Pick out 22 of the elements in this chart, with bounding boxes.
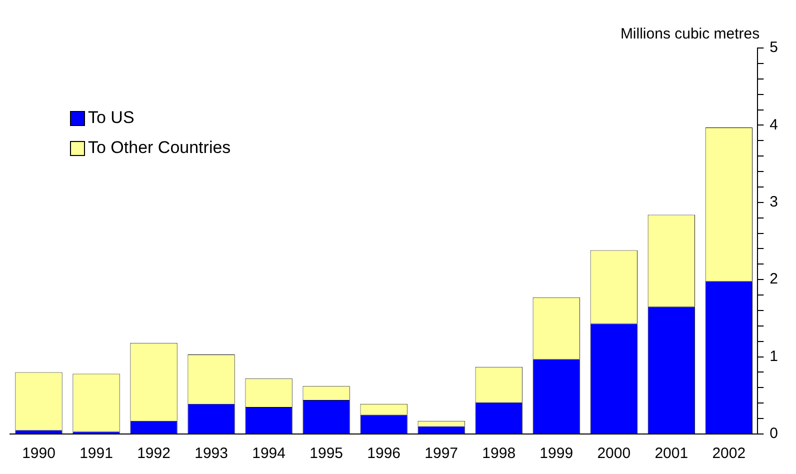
y-tick-label: 1 (770, 348, 778, 365)
legend-label: To US (88, 108, 134, 128)
x-tick-label: 1995 (310, 445, 344, 462)
x-tick-label: 1996 (367, 445, 401, 462)
y-tick-label: 2 (770, 270, 778, 288)
x-tick-label: 1994 (252, 445, 286, 462)
y-tick-label: 4 (770, 116, 778, 134)
x-tick-label: 1990 (22, 445, 56, 462)
x-tick-label: 2000 (597, 445, 631, 462)
x-tick-label: 1992 (137, 445, 170, 462)
x-tick-label: 2002 (712, 445, 746, 462)
x-tick-label: 1991 (80, 445, 113, 462)
y-tick-label: 3 (770, 194, 778, 211)
x-tick-label: 1997 (424, 445, 458, 462)
x-tick-label: 1993 (194, 445, 228, 462)
x-tick-label: 2001 (654, 445, 688, 462)
x-tick-label: 1999 (540, 445, 574, 462)
y-tick-label: 5 (770, 39, 778, 56)
y-tick-label: 0 (770, 425, 778, 442)
legend-label: To Other Countries (88, 138, 231, 158)
x-tick-label: 1998 (482, 445, 516, 462)
y-axis-title: Millions cubic metres (620, 26, 760, 43)
